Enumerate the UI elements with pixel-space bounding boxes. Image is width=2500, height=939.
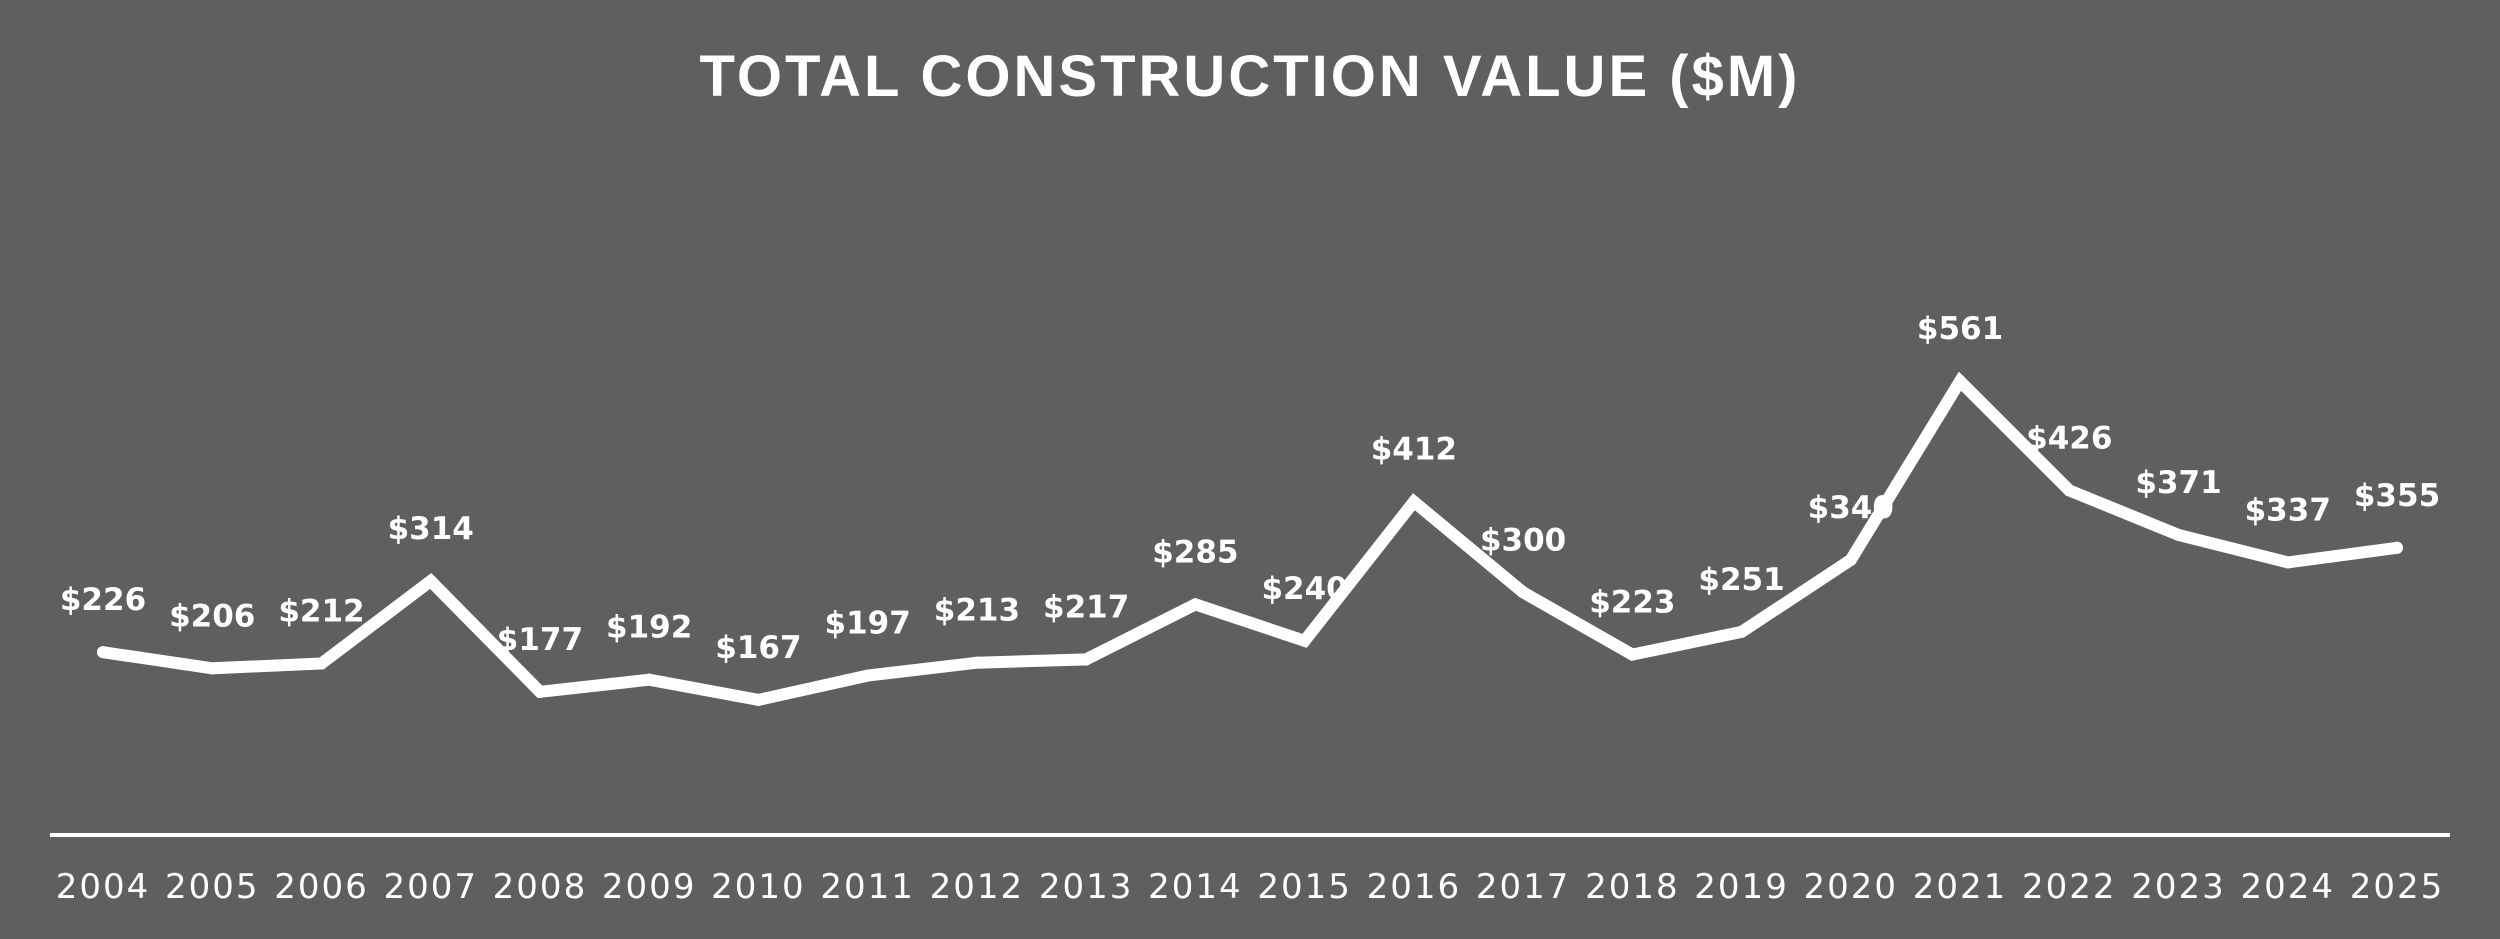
data-label: $192 (606, 610, 692, 646)
data-label: $355 (2354, 478, 2440, 514)
x-tick-label: 2014 (1148, 867, 1243, 907)
data-label: $212 (278, 593, 364, 629)
x-tick-label: 2005 (165, 867, 260, 907)
x-tick-label: 2012 (930, 867, 1025, 907)
data-point (752, 693, 765, 706)
data-label: $300 (1480, 522, 1566, 558)
data-point (1844, 553, 1857, 566)
data-label: $206 (169, 598, 255, 634)
data-label: $285 (1152, 534, 1238, 570)
data-point (1517, 586, 1530, 599)
data-label: $177 (497, 622, 583, 658)
x-tick-label: 2011 (820, 867, 915, 907)
data-label: $412 (1371, 432, 1457, 468)
x-tick-label: 2019 (1694, 867, 1789, 907)
data-label: $371 (2135, 465, 2221, 501)
x-tick-label: 2015 (1257, 867, 1352, 907)
data-label: $167 (715, 630, 801, 666)
data-label: $197 (825, 606, 911, 642)
data-point (2391, 541, 2403, 554)
series-line (97, 371, 2403, 707)
data-label: $314 (388, 511, 474, 547)
chart-title: TOTAL CONSTRUCTION VALUE ($M) (700, 44, 1801, 109)
x-axis-tick-labels: 2004 2005 2006 2007 2008 2009 2010 2011 2012 2013… (56, 867, 2445, 907)
data-point (1407, 495, 1420, 508)
data-points (97, 375, 2403, 706)
data-point (315, 657, 328, 670)
data-point (643, 673, 656, 686)
data-label: $226 (60, 582, 146, 618)
x-tick-label: 2010 (711, 867, 806, 907)
data-label: $561 (1917, 311, 2003, 347)
x-tick-label: 2013 (1039, 867, 1134, 907)
data-point (1626, 648, 1639, 661)
x-tick-label: 2018 (1585, 867, 1680, 907)
data-label: $240 (1261, 571, 1347, 607)
data-label: $217 (1043, 589, 1129, 625)
x-tick-label: 2020 (1804, 867, 1899, 907)
data-point (2172, 528, 2185, 541)
data-label: $213 (934, 593, 1020, 629)
data-point (1954, 375, 1967, 388)
x-tick-label: 2023 (2131, 867, 2226, 907)
data-point (533, 685, 546, 698)
x-tick-label: 2016 (1367, 867, 1462, 907)
data-point (97, 646, 109, 659)
data-label: $223 (1589, 585, 1675, 621)
data-point (206, 662, 219, 675)
x-tick-label: 2006 (274, 867, 369, 907)
drop-lines (102, 381, 2398, 831)
data-point (2063, 484, 2076, 497)
data-point (424, 574, 437, 587)
data-labels: $226 $206 $212 $314 $177 $192 $167 $197 $213 $217… (60, 311, 2440, 666)
x-tick-label: 2022 (2022, 867, 2117, 907)
data-label: $337 (2245, 492, 2331, 528)
x-tick-label: 2025 (2350, 867, 2445, 907)
data-point (861, 669, 874, 682)
x-tick-label: 2009 (602, 867, 697, 907)
data-point (1080, 653, 1093, 666)
data-label: $340 (1808, 490, 1894, 526)
x-tick-label: 2024 (2240, 867, 2335, 907)
data-point (2281, 556, 2294, 569)
data-point (1298, 634, 1311, 647)
x-tick-label: 2008 (493, 867, 588, 907)
x-tick-label: 2021 (1913, 867, 2008, 907)
data-label: $251 (1698, 562, 1784, 598)
data-point (1735, 625, 1748, 638)
data-point (970, 656, 983, 669)
x-tick-label: 2004 (56, 867, 151, 907)
x-tick-label: 2017 (1476, 867, 1571, 907)
data-label: $426 (2026, 420, 2112, 456)
data-point (1189, 598, 1202, 611)
x-tick-label: 2007 (383, 867, 478, 907)
